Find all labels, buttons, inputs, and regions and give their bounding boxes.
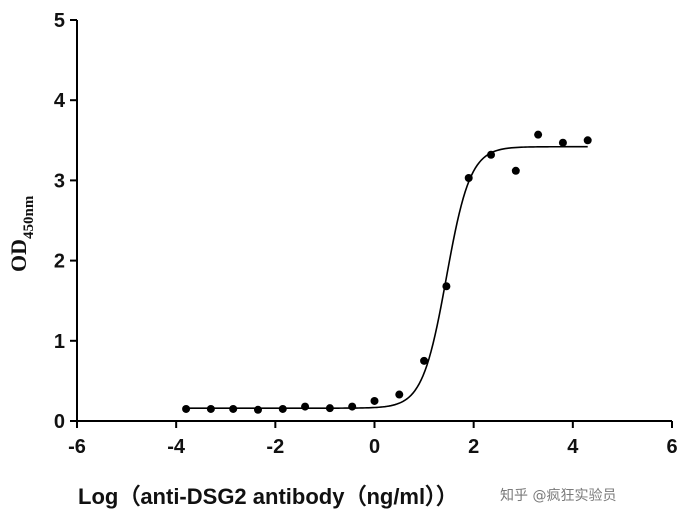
data-point — [511, 166, 520, 175]
data-point — [370, 396, 379, 405]
y-tick-label: 5 — [54, 10, 65, 32]
axes — [76, 20, 672, 422]
x-ticks: -6 -4 -2 0 2 4 6 — [68, 421, 678, 458]
data-point — [253, 405, 262, 414]
data-point — [464, 173, 473, 182]
data-point — [558, 138, 567, 147]
watermark: 知乎 @疯狂实验员 — [500, 487, 616, 504]
data-points — [182, 130, 592, 414]
y-axis-title-main: OD — [6, 239, 31, 272]
y-tick-label: 4 — [54, 90, 66, 112]
x-axis-title: Log（anti-DSG2 antibody（ng/ml）） — [78, 484, 458, 509]
data-point — [229, 404, 238, 413]
y-tick-label: 2 — [54, 251, 65, 273]
data-point — [583, 136, 592, 145]
y-axis-title-subscript: 450nm — [21, 195, 37, 239]
data-point — [325, 404, 334, 413]
x-tick-label: 4 — [567, 436, 579, 458]
data-point — [487, 150, 496, 159]
x-tick-label: 6 — [666, 436, 677, 458]
x-tick-label: -6 — [68, 436, 86, 458]
data-point — [206, 404, 215, 413]
x-tick-label: 2 — [468, 436, 479, 458]
data-point — [301, 402, 310, 411]
y-axis-title: OD450nm — [6, 195, 37, 272]
data-point — [395, 390, 404, 399]
data-point — [278, 404, 287, 413]
x-tick-label: -4 — [167, 436, 186, 458]
data-point — [348, 402, 357, 411]
y-tick-label: 1 — [54, 331, 65, 353]
data-point — [182, 404, 191, 413]
data-point — [442, 282, 451, 291]
y-ticks: 0 1 2 3 4 5 — [54, 10, 77, 433]
y-tick-label: 3 — [54, 170, 65, 192]
y-tick-label: 0 — [54, 411, 65, 433]
data-point — [534, 130, 543, 139]
fit-curve — [186, 145, 588, 409]
x-tick-label: 0 — [369, 436, 380, 458]
data-point — [420, 356, 429, 365]
x-tick-label: -2 — [266, 436, 284, 458]
